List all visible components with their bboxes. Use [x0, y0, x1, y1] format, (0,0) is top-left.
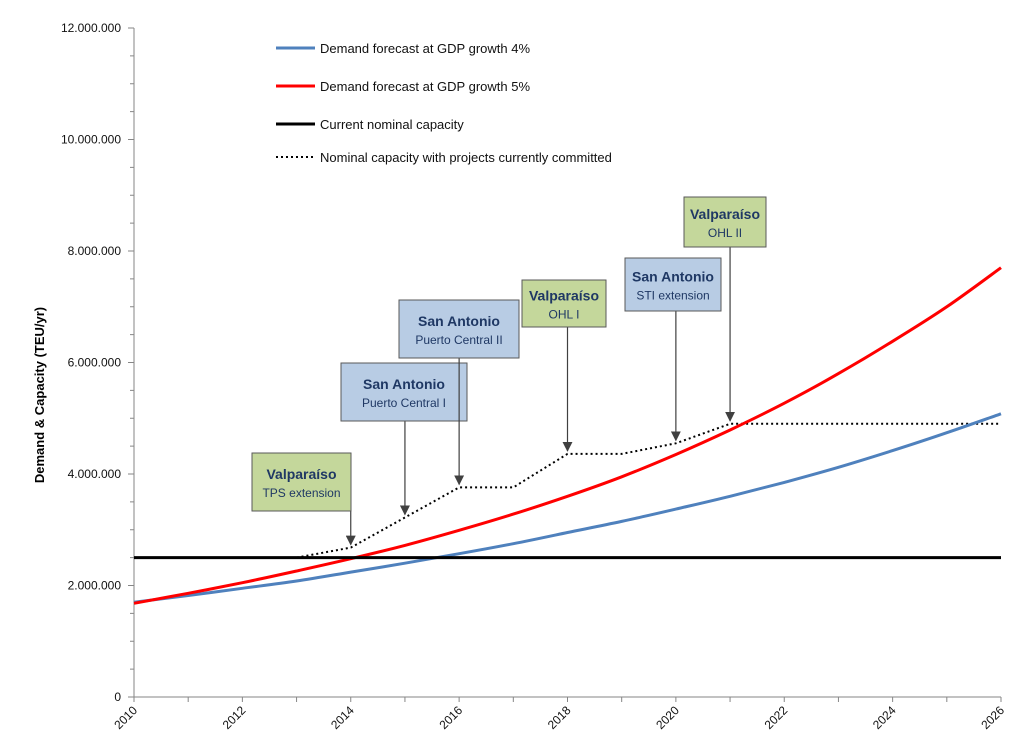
- y-tick-label: 12.000.000: [61, 21, 121, 35]
- x-tick-label: 2018: [545, 703, 574, 732]
- x-tick-label: 2016: [436, 703, 465, 732]
- annotation-title: San Antonio: [418, 313, 500, 329]
- legend-label-demand-forecast-at-gdp-growth-5: Demand forecast at GDP growth 5%: [320, 79, 530, 94]
- annotation-subtitle: TPS extension: [262, 486, 340, 500]
- annotation-box: [251, 452, 352, 512]
- axes: 0 2.000.000 4.000.000 6.000.000 8.000.000 10.…: [61, 21, 1007, 732]
- annotation-box: [624, 257, 722, 312]
- annotation-valpara-so-tps-extension: Valparaíso TPS extension: [251, 452, 356, 546]
- annotation-box: [340, 362, 468, 422]
- x-tick-label: 2020: [653, 703, 682, 732]
- annotation-title: San Antonio: [363, 376, 445, 392]
- annotation-title: Valparaíso: [690, 206, 760, 222]
- annotation-san-antonio-sti-extension: San Antonio STI extension: [624, 257, 722, 442]
- x-tick-label: 2014: [328, 703, 357, 732]
- x-tick-label: 2026: [978, 703, 1007, 732]
- x-tick-label: 2010: [111, 703, 140, 732]
- y-tick-label: 0: [114, 690, 121, 704]
- annotations: Valparaíso TPS extension San Antonio Puerto…: [251, 196, 767, 546]
- annotation-subtitle: Puerto Central II: [415, 333, 502, 347]
- y-tick-label: 8.000.000: [68, 244, 122, 258]
- annotation-subtitle: OHL II: [708, 226, 742, 240]
- annotation-title: San Antonio: [632, 269, 714, 285]
- y-tick-label: 4.000.000: [68, 467, 122, 481]
- y-tick-label: 6.000.000: [68, 356, 122, 370]
- annotation-subtitle: Puerto Central I: [362, 396, 446, 410]
- annotation-san-antonio-puerto-central-i: San Antonio Puerto Central I: [340, 362, 468, 516]
- annotation-subtitle: OHL I: [549, 308, 580, 322]
- annotation-valpara-so-ohl-ii: Valparaíso OHL II: [683, 196, 767, 422]
- y-tick-label: 10.000.000: [61, 133, 121, 147]
- series-line-nominal-capacity-with-projects-currently-committed: [296, 422, 1001, 559]
- y-tick-label: 2.000.000: [68, 579, 122, 593]
- x-tick-label: 2012: [220, 703, 249, 732]
- annotation-box: [398, 299, 520, 359]
- annotation-box: [521, 279, 607, 328]
- legend-label-nominal-capacity-with-projects-currently-committed: Nominal capacity with projects currently…: [320, 150, 612, 165]
- annotation-title: Valparaíso: [266, 466, 336, 482]
- annotation-valpara-so-ohl-i: Valparaíso OHL I: [521, 279, 607, 452]
- legend: Demand forecast at GDP growth 4% Demand f…: [276, 41, 612, 165]
- annotation-subtitle: STI extension: [636, 289, 709, 303]
- x-tick-label: 2022: [762, 703, 791, 732]
- annotation-san-antonio-puerto-central-ii: San Antonio Puerto Central II: [398, 299, 520, 486]
- series-line-demand-forecast-at-gdp-growth-4: [133, 412, 1002, 604]
- legend-label-demand-forecast-at-gdp-growth-4: Demand forecast at GDP growth 4%: [320, 41, 530, 56]
- series-layer: [133, 266, 1002, 605]
- y-axis-label: Demand & Capacity (TEU/yr): [32, 307, 47, 483]
- x-tick-label: 2024: [870, 703, 899, 732]
- annotation-title: Valparaíso: [529, 288, 599, 304]
- legend-label-current-nominal-capacity: Current nominal capacity: [320, 117, 464, 132]
- series-line-demand-forecast-at-gdp-growth-5: [133, 266, 1002, 605]
- annotation-box: [683, 196, 767, 248]
